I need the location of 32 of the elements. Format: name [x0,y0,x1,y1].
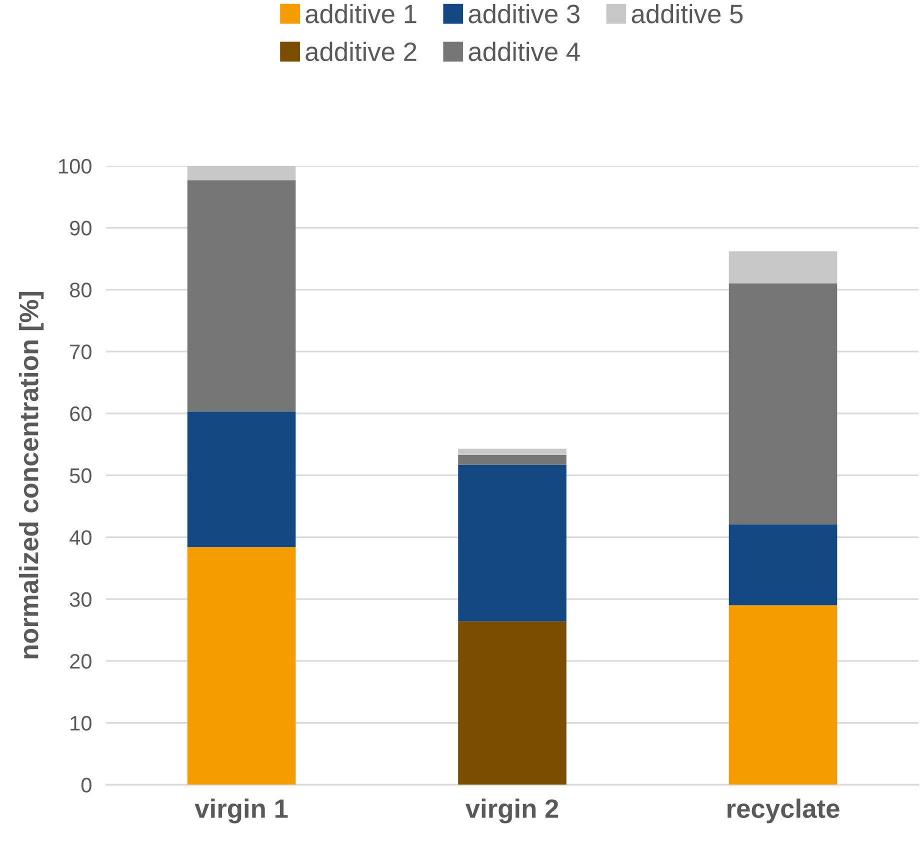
bar [187,547,296,785]
bar [187,180,296,412]
y-tick-label: 60 [70,406,92,422]
y-tick-label: 30 [70,592,92,607]
bar [458,448,566,455]
legend-label: additive 2 [306,42,416,62]
legend-label: additive 3 [468,4,580,24]
y-tick-label: 100 [59,158,92,174]
legend-label: additive 5 [632,4,743,24]
y-tick-label: 40 [70,530,92,545]
bar [728,283,838,524]
bar [728,251,838,284]
x-tick-label: virgin 1 [194,798,288,824]
legend-label: additive 4 [468,42,580,62]
x-tick-label: virgin 2 [465,798,558,824]
bar [458,464,566,622]
bar [187,412,296,548]
y-tick-label: 10 [70,716,92,731]
legend-label: additive 1 [306,4,416,24]
y-tick-label: 50 [70,468,92,484]
bar [458,454,566,465]
y-axis-title: normalized concentration [%] [19,292,44,658]
x-tick-label: recyclate [728,798,840,824]
bar [458,621,566,785]
y-tick-label: 70 [70,344,92,360]
bar [728,605,838,785]
y-tick-label: 80 [70,282,92,298]
y-tick-label: 20 [70,654,92,669]
bar [728,524,838,606]
y-tick-label: 90 [70,220,92,236]
y-tick-label: 0 [81,778,92,792]
bar [187,166,296,180]
